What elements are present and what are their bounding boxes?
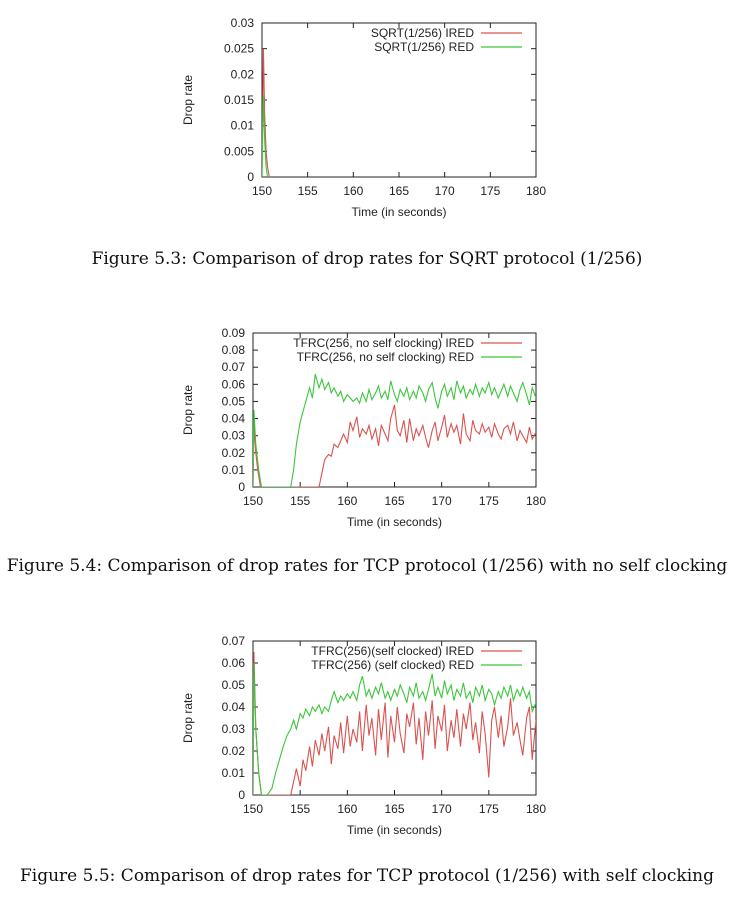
x-tick-label: 150 xyxy=(243,494,263,508)
y-tick-label: 0.07 xyxy=(222,634,246,648)
y-tick-label: 0.02 xyxy=(231,67,255,81)
x-tick-label: 170 xyxy=(435,184,455,198)
y-tick-label: 0.005 xyxy=(224,144,254,158)
y-tick-label: 0.01 xyxy=(222,463,246,477)
x-tick-label: 180 xyxy=(526,802,546,816)
x-tick-label: 170 xyxy=(432,494,452,508)
x-tick-label: 160 xyxy=(337,802,357,816)
y-tick-label: 0.015 xyxy=(224,93,254,107)
y-tick-label: 0.07 xyxy=(222,360,246,374)
x-axis-label: Time (in seconds) xyxy=(347,515,442,529)
figure-caption: Figure 5.3: Comparison of drop rates for… xyxy=(91,249,643,269)
series-line-red xyxy=(253,662,536,795)
y-tick-label: 0.03 xyxy=(222,722,246,736)
x-tick-label: 160 xyxy=(337,494,357,508)
legend-label: SQRT(1/256) RED xyxy=(374,40,474,54)
y-tick-label: 0 xyxy=(238,788,245,802)
y-tick-label: 0.05 xyxy=(222,678,246,692)
y-tick-label: 0.01 xyxy=(222,766,246,780)
x-tick-label: 150 xyxy=(252,184,272,198)
legend-label: TFRC(256) (self clocked) RED xyxy=(311,658,474,672)
y-tick-label: 0.02 xyxy=(222,744,246,758)
chart-sqrt-drop-rate: 0 0.005 0.01 0.015 0.02 0.025 0.03 150 155 160 165… xyxy=(181,16,546,219)
x-tick-label: 155 xyxy=(290,494,310,508)
y-tick-label: 0.025 xyxy=(224,42,254,56)
figure-drop-rate-tcp-self-clocking: 0 0.01 0.02 0.03 0.04 0.05 0.06 0.07 150 155 160 16… xyxy=(0,610,734,910)
x-tick-label: 175 xyxy=(479,802,499,816)
y-axis-label: Drop rate xyxy=(181,75,195,125)
chart-tcp-self-clocking-drop-rate: 0 0.01 0.02 0.03 0.04 0.05 0.06 0.07 150 155 160 16… xyxy=(181,634,546,837)
x-tick-label: 165 xyxy=(389,184,409,198)
legend-label: TFRC(256)(self clocked) IRED xyxy=(311,644,474,658)
figure-drop-rate-tcp-no-self-clocking: 0 0.01 0.02 0.03 0.04 0.05 0.06 0.07 0.08 0.09 150… xyxy=(0,300,734,600)
x-tick-label: 175 xyxy=(480,184,500,198)
y-tick-label: 0 xyxy=(238,480,245,494)
x-tick-label: 155 xyxy=(298,184,318,198)
y-tick-label: 0.03 xyxy=(222,429,246,443)
figure-drop-rate-sqrt: 0 0.005 0.01 0.015 0.02 0.025 0.03 150 155 160 165… xyxy=(0,0,734,290)
x-tick-label: 170 xyxy=(432,802,452,816)
legend-label: TFRC(256, no self clocking) RED xyxy=(297,350,475,364)
x-tick-label: 165 xyxy=(384,494,404,508)
y-tick-label: 0.02 xyxy=(222,446,246,460)
x-tick-label: 150 xyxy=(243,802,263,816)
series-line-red xyxy=(253,373,536,487)
x-tick-label: 175 xyxy=(479,494,499,508)
x-axis-label: Time (in seconds) xyxy=(352,205,447,219)
series-line-ired xyxy=(253,651,536,795)
series-line-red xyxy=(262,94,269,177)
y-tick-label: 0.08 xyxy=(222,343,246,357)
legend-label: SQRT(1/256) IRED xyxy=(371,26,474,40)
y-tick-label: 0.04 xyxy=(222,700,246,714)
legend-label: TFRC(256, no self clocking) IRED xyxy=(293,336,474,350)
y-axis-label: Drop rate xyxy=(181,385,195,435)
y-tick-label: 0.06 xyxy=(222,377,246,391)
x-axis-label: Time (in seconds) xyxy=(347,823,442,837)
x-tick-label: 180 xyxy=(526,494,546,508)
y-tick-label: 0.04 xyxy=(222,412,246,426)
series-line-ired xyxy=(253,404,536,487)
y-tick-label: 0.03 xyxy=(231,16,255,30)
x-tick-label: 160 xyxy=(343,184,363,198)
y-tick-label: 0.06 xyxy=(222,656,246,670)
x-tick-label: 165 xyxy=(384,802,404,816)
y-tick-label: 0.01 xyxy=(231,119,255,133)
figure-caption: Figure 5.5: Comparison of drop rates for… xyxy=(19,866,714,886)
y-tick-label: 0 xyxy=(247,170,254,184)
y-axis-label: Drop rate xyxy=(181,693,195,743)
x-tick-label: 180 xyxy=(526,184,546,198)
series-line-ired xyxy=(262,48,270,177)
y-tick-label: 0.05 xyxy=(222,394,246,408)
figure-caption: Figure 5.4: Comparison of drop rates for… xyxy=(6,556,728,576)
x-tick-label: 155 xyxy=(290,802,310,816)
y-tick-label: 0.09 xyxy=(222,326,246,340)
chart-tcp-no-self-clocking-drop-rate: 0 0.01 0.02 0.03 0.04 0.05 0.06 0.07 0.08 0.09 150… xyxy=(181,326,546,529)
